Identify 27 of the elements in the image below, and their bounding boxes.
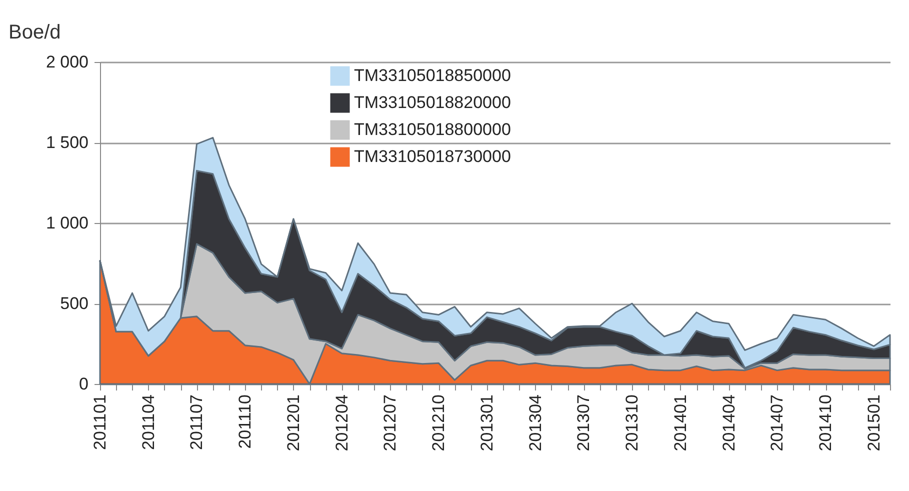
x-tick-label: 201207: [380, 394, 400, 452]
x-tick-label: 201204: [332, 394, 352, 452]
x-tick-label: 201410: [816, 394, 836, 452]
x-tick-label: 201404: [719, 394, 738, 452]
y-tick-label: 1 000: [46, 214, 88, 232]
x-tick-label: 201107: [187, 394, 206, 450]
y-tick-label: 0: [79, 374, 88, 394]
x-tick-label: 201501: [864, 394, 884, 452]
x-tick-label: 201301: [477, 394, 496, 452]
x-tick-label: 201407: [768, 394, 787, 452]
x-tick-label: 201210: [429, 394, 448, 452]
y-axis-title: Boe/d: [8, 22, 61, 44]
x-tick-label: 201104: [138, 394, 158, 450]
y-tick-label: 500: [60, 294, 88, 313]
legend-label: TM33105018730000: [354, 147, 511, 166]
x-tick-label: 201310: [622, 394, 642, 452]
legend-label: TM33105018850000: [354, 66, 511, 85]
x-tick-label: 201304: [526, 394, 545, 452]
x-tick-label: 201307: [574, 394, 594, 452]
y-tick-label: 1 500: [46, 133, 88, 152]
x-tick-label: 201201: [284, 394, 303, 452]
x-tick-label: 201401: [670, 394, 690, 452]
y-tick-label: 2 000: [46, 52, 88, 72]
x-tick-label: 201101: [90, 394, 110, 450]
legend-label: TM33105018820000: [354, 93, 511, 112]
legend-label: TM33105018800000: [354, 120, 511, 139]
x-tick-label: 201110: [236, 394, 255, 449]
